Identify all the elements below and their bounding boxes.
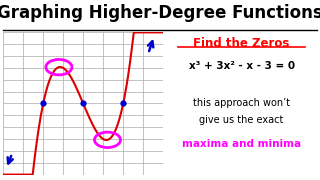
- Text: maxima and minima: maxima and minima: [182, 139, 301, 149]
- Text: this approach won’t: this approach won’t: [193, 98, 290, 108]
- Text: give us the exact: give us the exact: [199, 115, 284, 125]
- Text: Find the Zeros: Find the Zeros: [193, 37, 290, 50]
- Text: x³ + 3x² - x - 3 = 0: x³ + 3x² - x - 3 = 0: [188, 61, 295, 71]
- Text: Graphing Higher-Degree Functions: Graphing Higher-Degree Functions: [0, 4, 320, 22]
